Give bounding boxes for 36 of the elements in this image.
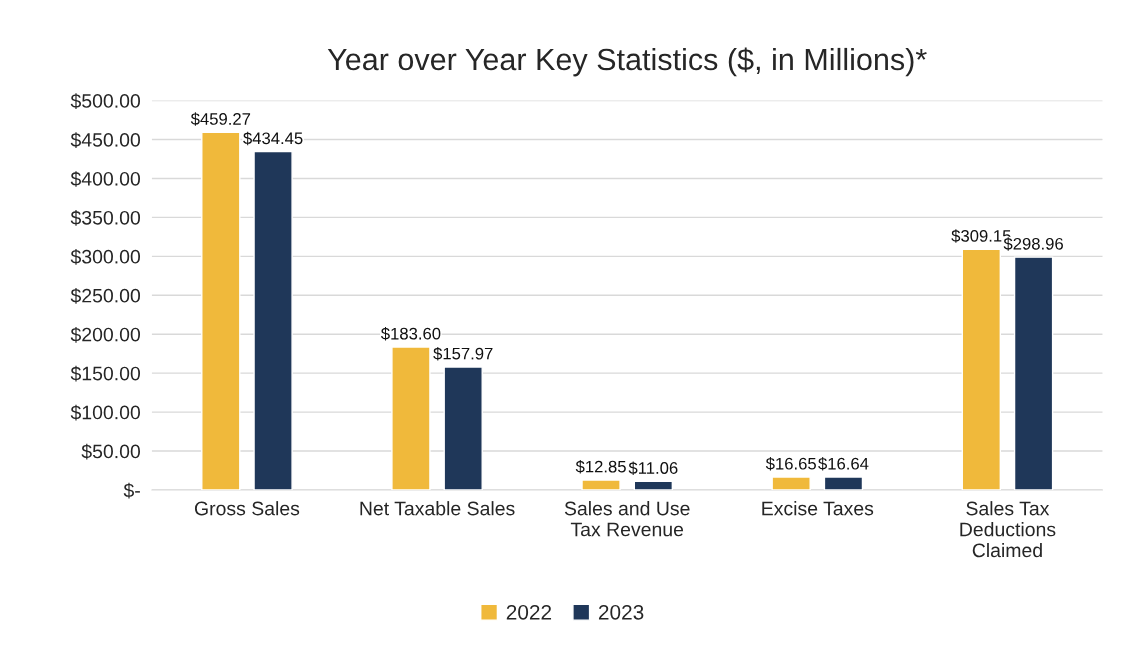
bar: [253, 150, 293, 490]
y-tick-label: $200.00: [70, 326, 141, 343]
legend-label: 2022: [506, 604, 552, 620]
data-label: $16.64: [818, 457, 869, 471]
x-tick-label: Sales Tax Deductions Claimed: [960, 501, 1056, 558]
legend-label: 2023: [598, 604, 644, 620]
y-tick-label: $400.00: [70, 171, 141, 187]
bar: [391, 346, 431, 490]
bar: [823, 476, 864, 490]
data-label: $157.97: [433, 347, 493, 361]
data-label: $11.06: [628, 461, 678, 475]
bar: [581, 479, 621, 490]
bar: [771, 476, 811, 490]
y-tick-label: $350.00: [70, 210, 141, 226]
y-tick-label: $50.00: [81, 443, 141, 460]
data-label: $459.27: [190, 112, 251, 126]
chart-title: Year over Year Key Statistics ($, in Millions)*: [327, 47, 927, 77]
x-tick-label: Net Taxable Sales: [360, 501, 515, 516]
data-label: $434.45: [243, 131, 303, 146]
data-label: $12.85: [575, 460, 626, 474]
bar: [633, 480, 674, 490]
y-tick-label: $300.00: [70, 249, 141, 265]
data-label: $183.60: [380, 327, 441, 341]
x-tick-label: Excise Taxes: [762, 501, 874, 516]
y-tick-label: $100.00: [70, 404, 141, 421]
y-tick-label: $500.00: [70, 93, 141, 109]
bar: [1013, 256, 1054, 490]
y-tick-label: $250.00: [70, 287, 141, 304]
bar: [443, 366, 483, 490]
x-tick-label: Gross Sales: [194, 501, 300, 516]
y-tick-label: $450.00: [70, 132, 141, 148]
data-label: $16.65: [765, 457, 816, 471]
y-tick-label: $150.00: [70, 365, 141, 382]
x-tick-label: Sales and Use Tax Revenue: [564, 501, 690, 537]
bar: [961, 248, 1002, 490]
y-tick-label: $-: [123, 482, 140, 499]
